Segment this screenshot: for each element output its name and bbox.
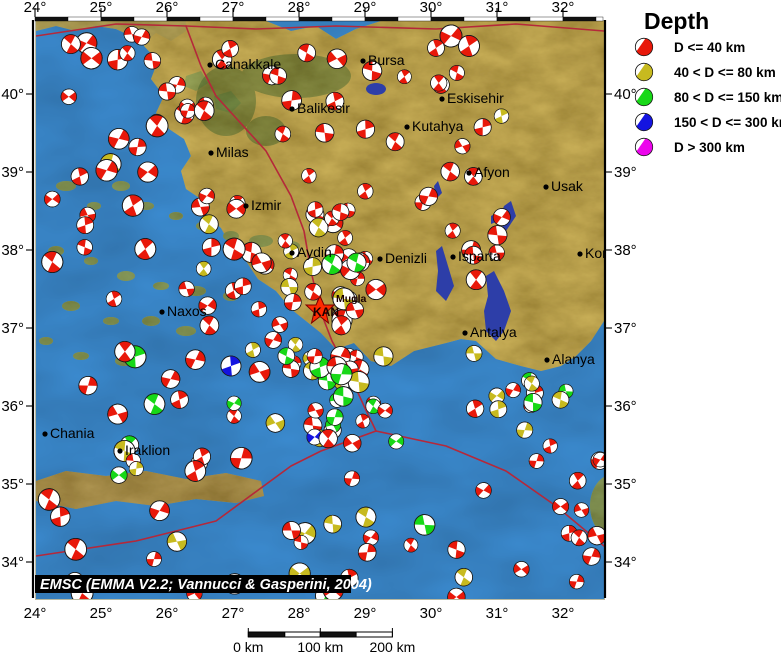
svg-text:24°: 24° (24, 0, 47, 16)
svg-text:Mugla: Mugla (336, 293, 366, 305)
svg-text:200 km: 200 km (369, 639, 415, 654)
svg-text:30°: 30° (420, 0, 443, 16)
svg-text:Konya: Konya (585, 245, 604, 261)
svg-text:31°: 31° (486, 0, 509, 16)
svg-text:36°: 36° (1, 398, 24, 415)
svg-text:37°: 37° (1, 320, 24, 337)
svg-text:26°: 26° (156, 605, 179, 622)
svg-text:Balikesir: Balikesir (297, 100, 350, 116)
svg-text:35°: 35° (614, 476, 637, 493)
svg-text:D > 300 km: D > 300 km (674, 140, 745, 155)
svg-text:150 < D <= 300 km: 150 < D <= 300 km (674, 115, 781, 130)
svg-text:24°: 24° (24, 605, 47, 622)
svg-text:40°: 40° (1, 86, 24, 103)
svg-text:0 km: 0 km (233, 639, 263, 654)
svg-text:39°: 39° (614, 164, 637, 181)
svg-text:100 km: 100 km (297, 639, 343, 654)
svg-text:38°: 38° (614, 242, 637, 259)
svg-text:Antalya: Antalya (470, 324, 517, 340)
svg-text:D <= 40 km: D <= 40 km (674, 40, 745, 55)
svg-text:32°: 32° (552, 605, 575, 622)
svg-text:35°: 35° (1, 476, 24, 493)
svg-text:34°: 34° (614, 554, 637, 571)
svg-text:Naxos: Naxos (167, 303, 207, 319)
svg-text:Alanya: Alanya (552, 351, 595, 367)
svg-text:28°: 28° (288, 605, 311, 622)
svg-text:34°: 34° (1, 554, 24, 571)
svg-text:39°: 39° (1, 164, 24, 181)
svg-text:40°: 40° (614, 86, 637, 103)
svg-text:Iraklion: Iraklion (125, 442, 170, 458)
svg-text:27°: 27° (222, 0, 245, 16)
svg-text:29°: 29° (354, 0, 377, 16)
svg-text:KAN: KAN (313, 305, 339, 319)
svg-text:Usak: Usak (551, 178, 584, 194)
svg-text:Bursa: Bursa (368, 52, 405, 68)
svg-text:Chania: Chania (50, 425, 95, 441)
svg-text:Kutahya: Kutahya (412, 118, 464, 134)
svg-text:Izmir: Izmir (251, 197, 282, 213)
svg-text:25°: 25° (90, 605, 113, 622)
svg-text:37°: 37° (614, 320, 637, 337)
svg-text:Milas: Milas (216, 144, 249, 160)
svg-text:36°: 36° (614, 398, 637, 415)
svg-text:Isparta: Isparta (458, 248, 501, 264)
svg-text:Eskisehir: Eskisehir (447, 90, 504, 106)
svg-text:31°: 31° (486, 605, 509, 622)
svg-text:32°: 32° (552, 0, 575, 16)
svg-text:Canakkale: Canakkale (215, 56, 281, 72)
svg-text:Aydin: Aydin (297, 244, 332, 260)
svg-text:Denizli: Denizli (385, 250, 427, 266)
svg-text:80 < D <= 150 km: 80 < D <= 150 km (674, 90, 781, 105)
svg-text:25°: 25° (90, 0, 113, 16)
svg-text:38°: 38° (1, 242, 24, 259)
svg-text:29°: 29° (354, 605, 377, 622)
svg-text:Afyon: Afyon (474, 164, 510, 180)
svg-text:27°: 27° (222, 605, 245, 622)
svg-text:28°: 28° (288, 0, 311, 16)
svg-text:40 < D <= 80 km: 40 < D <= 80 km (674, 65, 776, 80)
svg-text:Depth: Depth (644, 8, 709, 34)
svg-text:26°: 26° (156, 0, 179, 16)
svg-text:30°: 30° (420, 605, 443, 622)
